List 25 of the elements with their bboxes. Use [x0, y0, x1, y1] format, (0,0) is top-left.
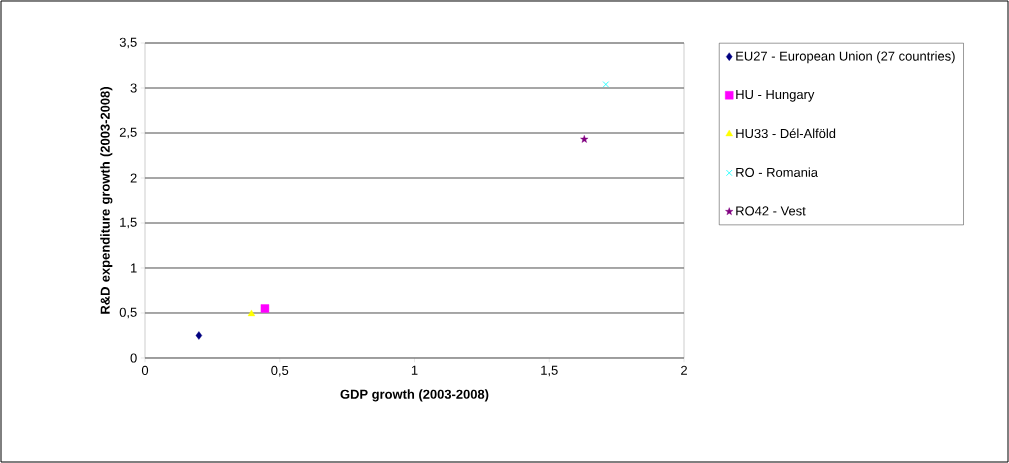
y-tick-label: 2 [130, 173, 137, 183]
y-tick-label: 2,5 [119, 127, 137, 139]
y-tick-label: 1 [131, 263, 137, 273]
x-tick-label: 0,5 [271, 365, 289, 377]
legend-label: RO - Romania [736, 167, 818, 177]
point [580, 135, 589, 143]
y-axis-title: R&D expenditure growth (2003-2008) [100, 87, 113, 314]
legend-label: RO42 - Vest [736, 206, 806, 216]
x-tick-label: 2 [681, 365, 687, 375]
point [260, 304, 270, 313]
x-tick-label: 1,5 [541, 365, 558, 377]
point [247, 309, 256, 317]
legend-label: EU27 - European Union (27 countries) [736, 51, 955, 64]
y-tick-label: 0,5 [119, 307, 137, 319]
legend-label: HU33 - Dél-Alföld [736, 128, 836, 139]
x-tick-label: 0 [141, 365, 149, 375]
y-tick-label: 3,5 [119, 37, 137, 49]
point [195, 331, 203, 340]
x-tick-label: 1 [411, 365, 418, 375]
y-tick-label: 1,5 [120, 217, 137, 229]
x-axis-title: GDP growth (2003-2008) [340, 389, 489, 402]
legend-label: HU - Hungary [736, 90, 815, 102]
y-tick-label: 0 [130, 353, 137, 363]
y-tick-label: 3 [130, 83, 137, 93]
point [602, 81, 610, 88]
